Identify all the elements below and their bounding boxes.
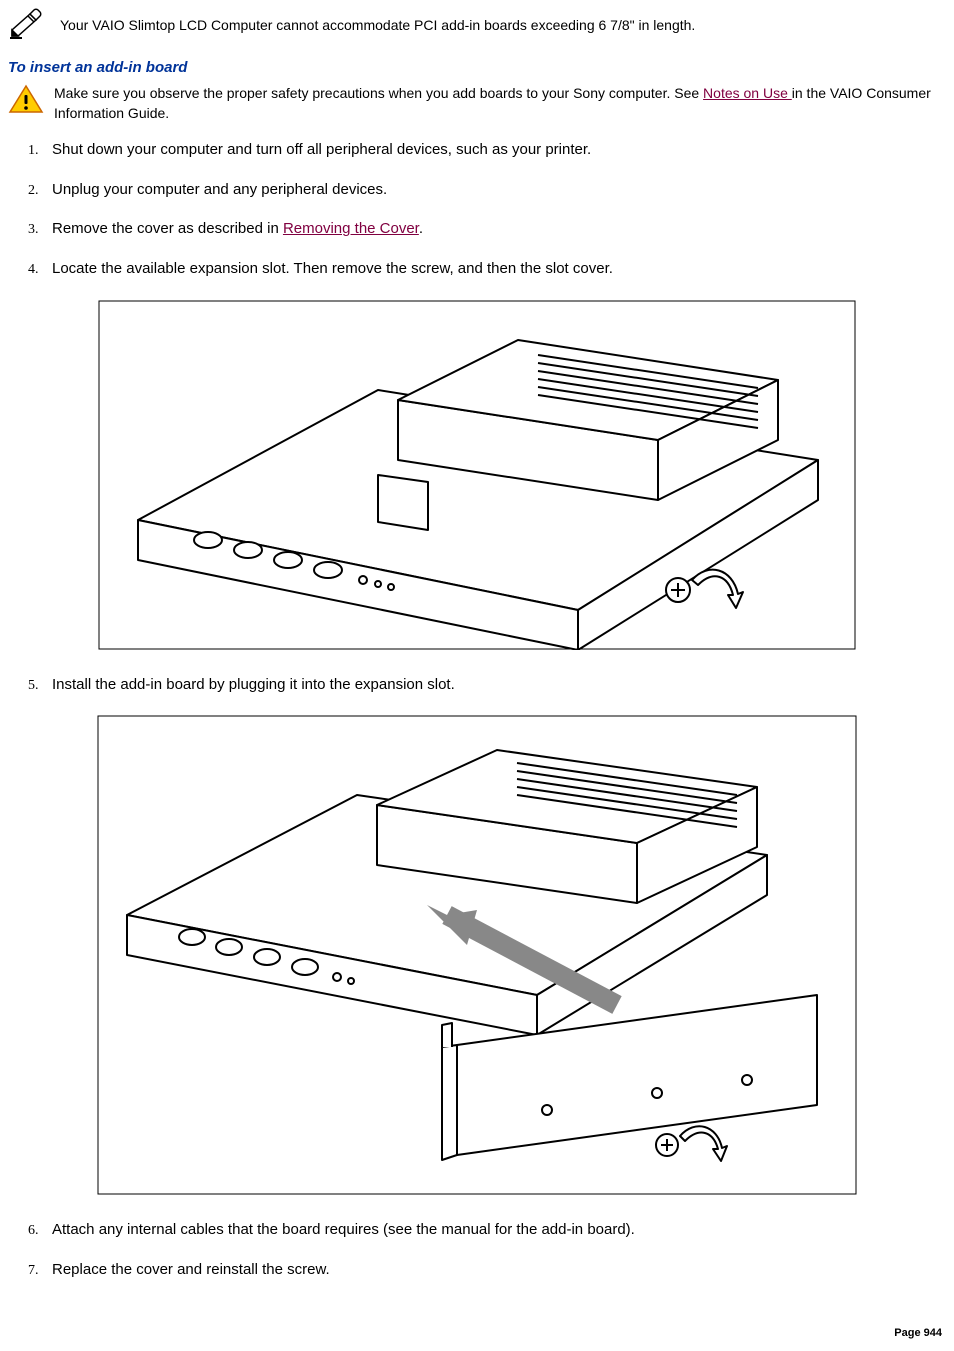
warning-block: Make sure you observe the proper safety … <box>8 84 946 123</box>
warning-pre-text: Make sure you observe the proper safety … <box>54 85 703 101</box>
notes-on-use-link[interactable]: Notes on Use <box>703 85 792 101</box>
step-pre-text: Remove the cover as described in <box>52 220 283 237</box>
step-number: 6. <box>28 1221 52 1241</box>
steps-list-3: 6. Attach any internal cables that the b… <box>28 1219 946 1280</box>
expansion-slot-diagram <box>98 300 856 650</box>
step-number: 3. <box>28 220 52 240</box>
step-number: 4. <box>28 260 52 280</box>
diagram-2-container <box>8 715 946 1195</box>
step-item: 1. Shut down your computer and turn off … <box>28 139 946 161</box>
warning-icon <box>8 84 44 120</box>
pencil-icon <box>8 8 48 43</box>
page-number: Page 944 <box>894 1327 942 1339</box>
step-text: Remove the cover as described in Removin… <box>52 218 946 239</box>
step-text: Shut down your computer and turn off all… <box>52 139 946 160</box>
section-heading: To insert an add-in board <box>8 59 946 76</box>
step-text: Install the add-in board by plugging it … <box>52 674 946 695</box>
removing-the-cover-link[interactable]: Removing the Cover <box>283 220 419 237</box>
step-number: 1. <box>28 141 52 161</box>
step-item: 3. Remove the cover as described in Remo… <box>28 218 946 240</box>
steps-list: 1. Shut down your computer and turn off … <box>28 139 946 279</box>
diagram-1-container <box>8 300 946 650</box>
step-number: 2. <box>28 181 52 201</box>
step-item: 2. Unplug your computer and any peripher… <box>28 179 946 201</box>
step-number: 5. <box>28 676 52 696</box>
step-number: 7. <box>28 1261 52 1281</box>
step-text: Replace the cover and reinstall the scre… <box>52 1259 946 1280</box>
step-item: 4. Locate the available expansion slot. … <box>28 258 946 280</box>
step-text: Unplug your computer and any peripheral … <box>52 179 946 200</box>
step-item: 7. Replace the cover and reinstall the s… <box>28 1259 946 1281</box>
step-text: Locate the available expansion slot. The… <box>52 258 946 279</box>
step-item: 5. Install the add-in board by plugging … <box>28 674 946 696</box>
step-post-text: . <box>419 220 423 237</box>
step-item: 6. Attach any internal cables that the b… <box>28 1219 946 1241</box>
steps-list-2: 5. Install the add-in board by plugging … <box>28 674 946 696</box>
install-board-diagram <box>97 715 857 1195</box>
step-text: Attach any internal cables that the boar… <box>52 1219 946 1240</box>
top-note-text: Your VAIO Slimtop LCD Computer cannot ac… <box>60 16 695 36</box>
